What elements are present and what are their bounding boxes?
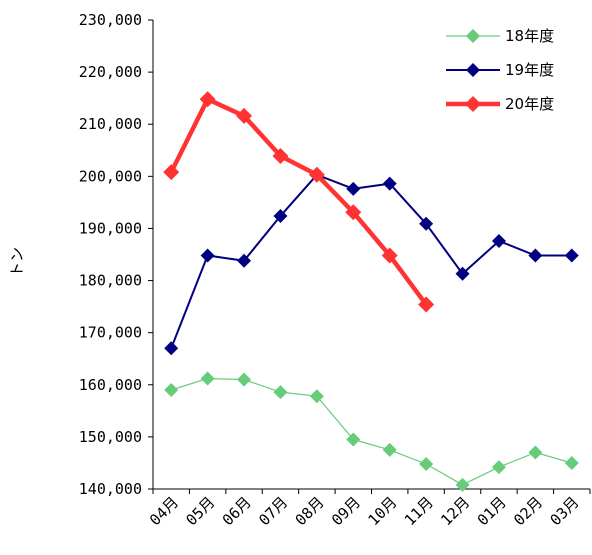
data-point: [164, 341, 179, 356]
data-point: [564, 455, 579, 470]
data-point: [163, 164, 180, 181]
x-tick-label: 08月: [292, 493, 328, 529]
data-point: [564, 248, 579, 263]
data-point: [346, 181, 361, 196]
legend-item: 20年度: [446, 95, 554, 113]
x-tick-label: 03月: [547, 493, 583, 529]
x-tick-label: 11月: [401, 493, 437, 529]
data-point: [199, 91, 216, 108]
data-point: [273, 385, 288, 400]
data-point: [273, 208, 288, 223]
y-axis-title: トン: [8, 247, 26, 277]
data-point: [491, 460, 506, 475]
series-layer: [163, 91, 579, 492]
data-point: [345, 204, 362, 221]
x-tick-label: 04月: [146, 493, 182, 529]
data-point: [455, 266, 470, 281]
series-2: [164, 167, 579, 356]
y-tick-label: 140,000: [79, 480, 142, 498]
data-point: [309, 389, 324, 404]
y-tick-label: 170,000: [79, 324, 142, 342]
x-tick-label: 07月: [255, 493, 291, 529]
data-point: [381, 247, 398, 264]
data-point: [382, 176, 397, 191]
data-point: [200, 371, 215, 386]
y-tick-label: 210,000: [79, 115, 142, 133]
y-tick-label: 230,000: [79, 11, 142, 29]
data-point: [528, 445, 543, 460]
legend-marker: [466, 29, 480, 43]
legend-label: 20年度: [505, 95, 554, 113]
legend-marker: [466, 63, 480, 77]
x-axis: 04月 05月 06月 07月 08月 09月 10月 11月 12月 01月 02月 03月: [146, 488, 591, 529]
y-axis: 140,000 150,000 160,000 170,000 180,000 190,0…: [79, 11, 154, 498]
x-tick-label: 09月: [328, 493, 364, 529]
legend-item: 19年度: [446, 61, 554, 79]
series-3: [163, 91, 435, 313]
data-point: [272, 148, 289, 165]
data-point: [164, 382, 179, 397]
data-point: [236, 107, 253, 124]
series-line: [170, 173, 572, 349]
data-point: [237, 372, 252, 387]
y-tick-label: 200,000: [79, 167, 142, 185]
legend: 18年度 19年度 20年度: [446, 27, 554, 113]
series-line: [171, 377, 572, 486]
y-tick-label: 150,000: [79, 428, 142, 446]
x-tick-label: 06月: [219, 493, 255, 529]
y-tick-label: 220,000: [79, 63, 142, 81]
series-1: [164, 371, 579, 492]
y-tick-label: 190,000: [79, 219, 142, 237]
data-point: [455, 477, 470, 492]
data-point: [308, 166, 325, 183]
data-point: [418, 296, 435, 313]
legend-item: 18年度: [446, 27, 554, 45]
data-point: [346, 432, 361, 447]
y-tick-label: 160,000: [79, 376, 142, 394]
data-point: [200, 248, 215, 263]
series-line: [169, 96, 428, 306]
legend-label: 18年度: [505, 27, 554, 45]
data-point: [528, 248, 543, 263]
data-point: [491, 233, 506, 248]
data-point: [382, 442, 397, 457]
y-tick-label: 180,000: [79, 272, 142, 290]
data-point: [237, 253, 252, 268]
x-tick-label: 12月: [437, 493, 473, 529]
x-tick-label: 02月: [510, 493, 546, 529]
legend-marker: [465, 96, 481, 112]
legend-label: 19年度: [505, 61, 554, 79]
x-tick-label: 10月: [364, 493, 400, 529]
x-tick-label: 05月: [182, 493, 218, 529]
data-point: [419, 216, 434, 231]
data-point: [419, 456, 434, 471]
x-tick-label: 01月: [474, 493, 510, 529]
